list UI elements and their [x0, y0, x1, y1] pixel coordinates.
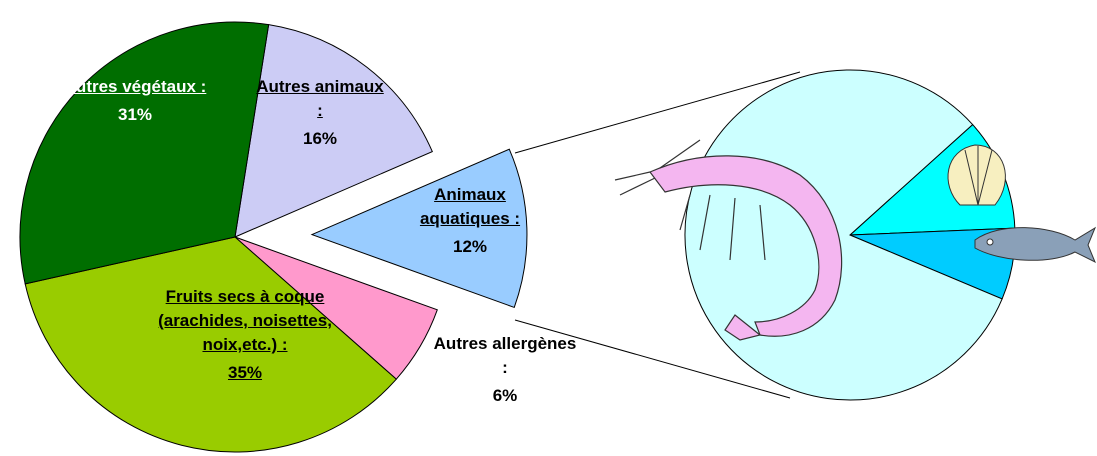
category-label: Animaux aquatiques : [395, 183, 545, 231]
value-label: 31% [60, 103, 210, 127]
value-label: 35% [120, 361, 370, 385]
shell-icon [948, 145, 1005, 205]
label-box: Animaux aquatiques : 12% [395, 183, 545, 259]
value-label: 16% [255, 127, 385, 151]
value-label: 12% [395, 235, 545, 259]
slice-label: Autres allergènes : 6% [430, 332, 580, 456]
slice-label: Autres animaux : 16% [255, 75, 385, 205]
slice-label: Fruits secs à coque (arachides, noisette… [120, 285, 370, 415]
category-label: Autres animaux : [255, 75, 385, 123]
label-box: Autres allergènes : 6% [430, 332, 580, 408]
chart: Autres animaux : 16% Animaux aquatiques : 1… [0, 0, 1097, 456]
category-label: Autres végétaux : [60, 75, 210, 99]
label-box: Autres végétaux : 31% [60, 75, 210, 127]
category-label: Fruits secs à coque (arachides, noisette… [120, 285, 370, 357]
label-box: Fruits secs à coque (arachides, noisette… [120, 285, 370, 385]
slice-label: Autres végétaux : 31% [60, 75, 210, 205]
slice-label: Animaux aquatiques : 12% [395, 183, 545, 313]
category-label: Autres allergènes : [430, 332, 580, 380]
label-box: Autres animaux : 16% [255, 75, 385, 151]
value-label: 6% [430, 384, 580, 408]
secondary-pie [685, 70, 1015, 400]
